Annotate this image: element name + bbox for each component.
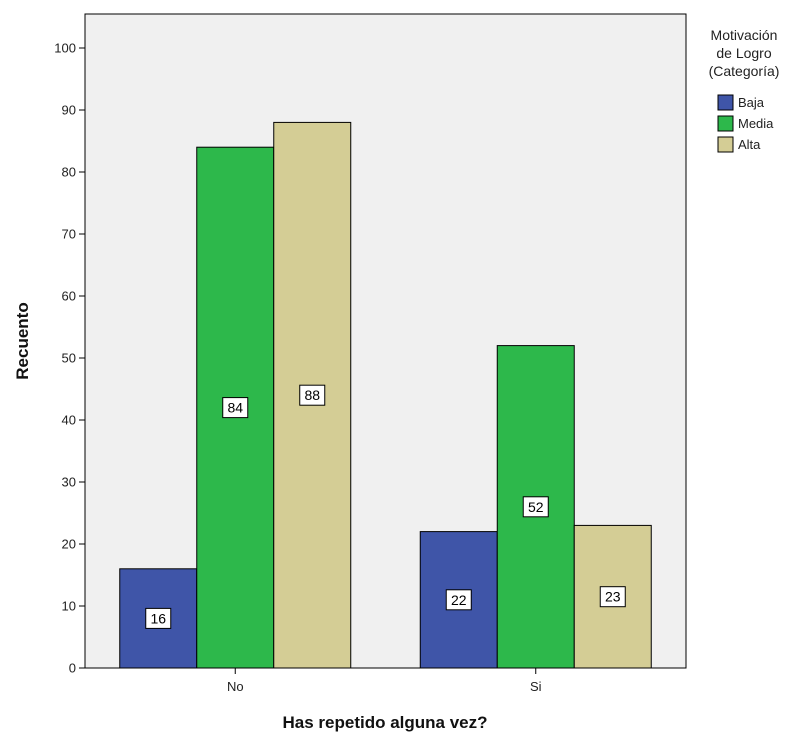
- legend-swatch-baja: [717, 94, 734, 111]
- legend-swatch-alta: [717, 136, 734, 153]
- y-tick-label: 10: [62, 599, 76, 614]
- y-tick-label: 40: [62, 413, 76, 428]
- y-tick-label: 50: [62, 351, 76, 366]
- data-label-box: [299, 384, 326, 406]
- x-axis-title: Has repetido alguna vez?: [283, 713, 488, 732]
- y-tick-label: 80: [62, 165, 76, 180]
- legend-title-line-2: de Logro: [716, 45, 771, 61]
- y-tick-label: 70: [62, 227, 76, 242]
- x-axis: No Si: [227, 668, 542, 694]
- data-label-box: [222, 397, 249, 419]
- data-label-box: [522, 496, 549, 518]
- x-tick-label-no: No: [227, 679, 244, 694]
- data-label-box: [145, 607, 172, 629]
- y-tick-label: 90: [62, 103, 76, 118]
- y-tick-label: 100: [54, 41, 76, 56]
- legend-label-media: Media: [738, 116, 774, 131]
- x-tick-label-si: Si: [530, 679, 542, 694]
- legend-label-baja: Baja: [738, 95, 765, 110]
- legend-swatch-media: [717, 115, 734, 132]
- data-label-box: [445, 589, 472, 611]
- data-label-box: [599, 586, 626, 608]
- y-axis: 0 10 20 30 40 50 60 70 80 90 100: [54, 41, 85, 676]
- y-tick-label: 0: [69, 661, 76, 676]
- legend-title-line-1: Motivación: [711, 27, 778, 43]
- legend-label-alta: Alta: [738, 137, 761, 152]
- legend: Motivación de Logro (Categoría) Baja Medi…: [709, 27, 780, 153]
- y-tick-label: 60: [62, 289, 76, 304]
- y-tick-label: 30: [62, 475, 76, 490]
- data-label-no-media: 84: [227, 400, 243, 416]
- data-labels-group: 16 84 88 22 52 23: [145, 384, 626, 629]
- data-label-si-baja: 22: [451, 592, 467, 608]
- y-tick-label: 20: [62, 537, 76, 552]
- data-label-si-alta: 23: [605, 589, 621, 605]
- data-label-no-baja: 16: [150, 610, 166, 626]
- legend-title-line-3: (Categoría): [709, 63, 780, 79]
- data-label-si-media: 52: [528, 499, 544, 515]
- y-axis-title: Recuento: [13, 302, 32, 379]
- data-label-no-alta: 88: [304, 387, 320, 403]
- bar-si-baja: [419, 531, 498, 669]
